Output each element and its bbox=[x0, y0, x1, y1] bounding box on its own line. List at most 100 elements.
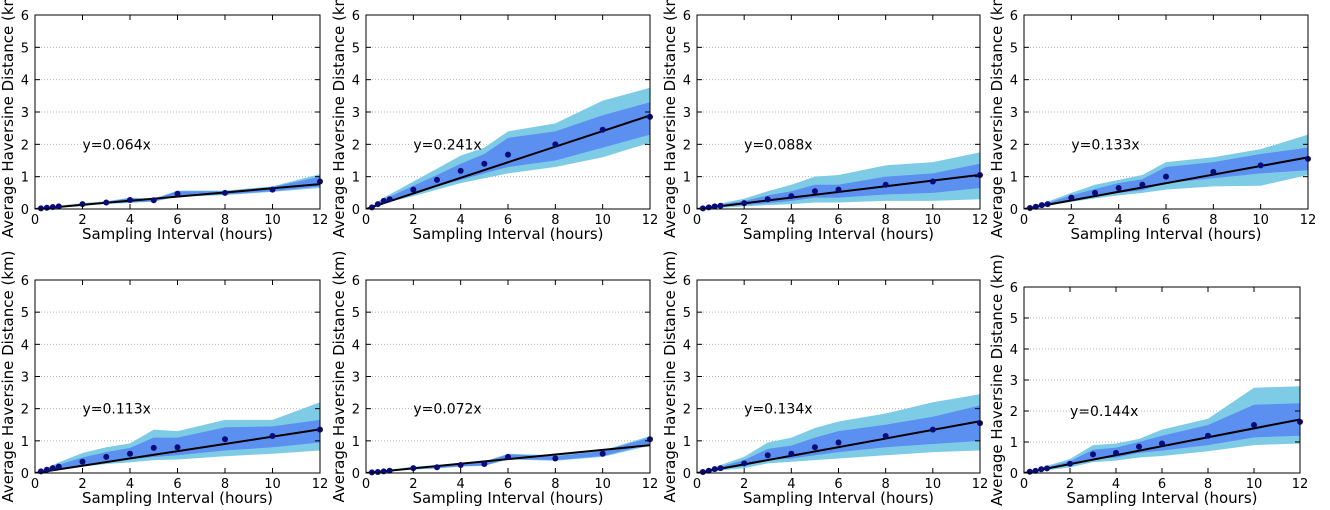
data-point bbox=[699, 469, 706, 476]
x-tick-label: 8 bbox=[221, 477, 229, 492]
data-point bbox=[599, 126, 606, 133]
y-tick-label: 0 bbox=[683, 203, 691, 218]
x-tick-label: 12 bbox=[642, 477, 659, 492]
x-tick-label: 6 bbox=[1158, 477, 1166, 492]
data-point bbox=[386, 196, 393, 203]
data-point bbox=[929, 426, 936, 433]
data-point bbox=[1139, 181, 1146, 188]
data-point bbox=[1038, 466, 1045, 473]
x-axis-label: Sampling Interval (hours) bbox=[1066, 489, 1257, 507]
data-point bbox=[55, 203, 62, 210]
x-tick-label: 2 bbox=[740, 477, 748, 492]
y-tick-label: 6 bbox=[352, 274, 360, 289]
y-tick-label: 2 bbox=[1010, 138, 1018, 153]
x-tick-label: 4 bbox=[1112, 477, 1120, 492]
x-tick-label: 2 bbox=[409, 477, 417, 492]
x-tick-label: 10 bbox=[1246, 477, 1263, 492]
y-tick-label: 4 bbox=[352, 338, 360, 353]
x-tick-label: 4 bbox=[126, 477, 134, 492]
data-point bbox=[222, 189, 228, 196]
y-tick-label: 0 bbox=[352, 203, 360, 218]
x-axis-label: Sampling Interval (hours) bbox=[82, 225, 273, 243]
x-tick-label: 8 bbox=[551, 213, 559, 228]
y-tick-label: 0 bbox=[1010, 467, 1018, 482]
y-tick-label: 5 bbox=[352, 306, 360, 321]
y-tick-label: 1 bbox=[683, 171, 691, 186]
data-point bbox=[505, 151, 511, 158]
y-tick-label: 2 bbox=[352, 138, 360, 153]
data-point bbox=[43, 466, 50, 473]
x-tick-label: 4 bbox=[787, 477, 795, 492]
x-axis-label: Sampling Interval (hours) bbox=[412, 225, 603, 243]
data-point bbox=[1032, 203, 1039, 210]
x-tick-label: 6 bbox=[834, 477, 842, 492]
plot-area bbox=[35, 402, 320, 473]
data-point bbox=[711, 466, 718, 473]
data-point bbox=[882, 181, 889, 188]
data-point bbox=[552, 141, 559, 148]
data-point bbox=[505, 453, 511, 460]
x-axis-label: Sampling Interval (hours) bbox=[412, 489, 603, 507]
x-tick-label: 0 bbox=[693, 213, 701, 228]
y-tick-label: 5 bbox=[1010, 41, 1018, 56]
plot-area bbox=[1024, 386, 1300, 473]
x-tick-label: 8 bbox=[551, 477, 559, 492]
x-tick-label: 0 bbox=[1020, 213, 1028, 228]
data-point bbox=[711, 203, 718, 210]
data-point bbox=[1026, 468, 1033, 475]
x-tick-label: 12 bbox=[312, 213, 329, 228]
x-tick-label: 10 bbox=[594, 477, 611, 492]
data-point bbox=[269, 433, 276, 440]
data-point bbox=[386, 467, 393, 474]
x-tick-label: 10 bbox=[1252, 213, 1269, 228]
y-axis-label: Average Haversine Distance (km) bbox=[661, 251, 679, 503]
data-point bbox=[552, 455, 559, 462]
data-point bbox=[699, 205, 706, 212]
y-tick-label: 1 bbox=[21, 171, 29, 186]
y-tick-label: 4 bbox=[1010, 343, 1018, 358]
data-point bbox=[1038, 202, 1045, 209]
data-point bbox=[788, 450, 795, 457]
x-tick-label: 2 bbox=[78, 477, 86, 492]
x-axis-label: Sampling Interval (hours) bbox=[1070, 225, 1261, 243]
x-tick-label: 0 bbox=[1020, 477, 1028, 492]
y-tick-label: 4 bbox=[352, 74, 360, 89]
fit-line bbox=[366, 114, 650, 209]
data-point bbox=[882, 433, 889, 440]
x-tick-label: 2 bbox=[409, 213, 417, 228]
x-tick-label: 12 bbox=[972, 213, 989, 228]
equation-label: y=0.134x bbox=[744, 402, 812, 418]
x-axis-label: Sampling Interval (hours) bbox=[82, 489, 273, 507]
data-point bbox=[741, 460, 748, 467]
x-tick-label: 6 bbox=[173, 213, 181, 228]
y-tick-label: 5 bbox=[21, 306, 29, 321]
x-tick-label: 2 bbox=[1066, 477, 1074, 492]
equation-label: y=0.241x bbox=[413, 137, 481, 153]
data-point bbox=[410, 186, 417, 193]
data-point bbox=[79, 458, 86, 465]
x-tick-label: 12 bbox=[972, 477, 989, 492]
y-tick-label: 3 bbox=[1010, 374, 1018, 389]
data-point bbox=[37, 205, 44, 212]
plot-area bbox=[366, 87, 650, 209]
data-point bbox=[150, 444, 157, 451]
x-axis-label: Sampling Interval (hours) bbox=[743, 489, 934, 507]
data-point bbox=[1205, 432, 1211, 439]
y-tick-label: 6 bbox=[352, 9, 360, 24]
x-tick-label: 0 bbox=[362, 477, 370, 492]
x-tick-label: 4 bbox=[787, 213, 795, 228]
y-tick-label: 1 bbox=[352, 435, 360, 450]
x-tick-label: 10 bbox=[594, 213, 611, 228]
x-tick-label: 6 bbox=[1162, 213, 1170, 228]
y-tick-label: 3 bbox=[1010, 106, 1018, 121]
data-point bbox=[1115, 184, 1122, 191]
data-point bbox=[374, 201, 381, 208]
equation-label: y=0.072x bbox=[413, 402, 481, 418]
data-point bbox=[1251, 421, 1257, 428]
x-tick-label: 6 bbox=[504, 477, 512, 492]
